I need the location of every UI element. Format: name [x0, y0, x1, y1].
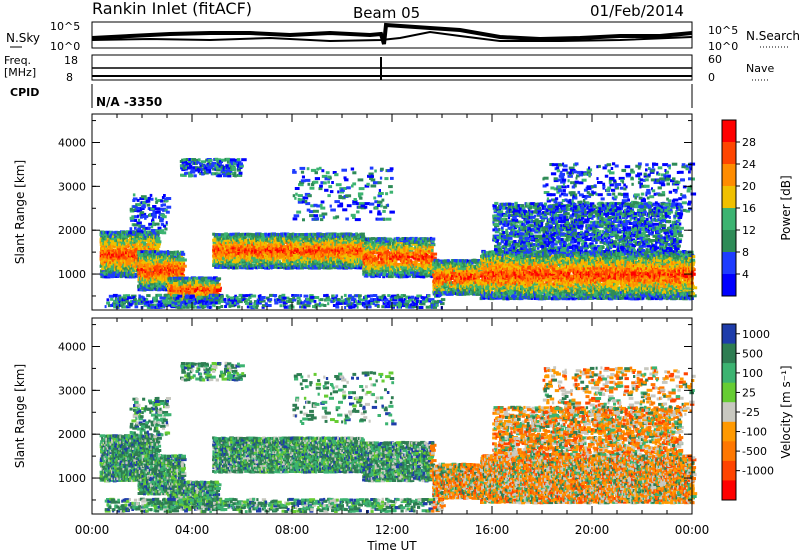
colorbar-tick-label: 500	[742, 347, 763, 360]
beam-label: Beam 05	[353, 4, 420, 22]
x-tick-label: 00:00	[75, 523, 110, 537]
colorbar-swatch	[722, 324, 736, 345]
colorbar-swatch	[722, 142, 736, 165]
colorbar-swatch	[722, 460, 736, 481]
noise-right-tick-bottom: 10^0	[708, 40, 738, 53]
colorbar-tick-label: -25	[742, 406, 760, 419]
y-tick-label-power: 2000	[58, 224, 86, 237]
colorbar-swatch	[722, 363, 736, 384]
x-tick-label: 00:00	[675, 523, 710, 537]
colorbar-swatch	[722, 480, 736, 501]
colorbar-tick-label: 1000	[742, 328, 770, 341]
y-axis-label-power: Slant Range [km]	[13, 160, 27, 264]
noise-left-tick-bottom: 10^0	[50, 40, 80, 53]
x-tick-label: 20:00	[575, 523, 610, 537]
station-title: Rankin Inlet (fitACF)	[92, 0, 252, 18]
colorbar-tick-label: 8	[742, 246, 749, 259]
colorbar-swatch	[722, 186, 736, 209]
colorbar-tick-label: 12	[742, 224, 756, 237]
nave-tick-top: 60	[708, 53, 722, 66]
colorbar-label-velocity: Velocity [m s⁻¹]	[779, 365, 793, 458]
colorbar-swatch	[722, 120, 736, 143]
freq-tick-bottom: 8	[66, 71, 73, 84]
x-tick-label: 04:00	[175, 523, 210, 537]
y-tick-label-power: 4000	[58, 137, 86, 150]
colorbar-swatch	[722, 230, 736, 253]
x-axis-label: Time UT	[366, 539, 417, 553]
colorbar-velocity: 1000 500 100 25 -25 -100 -500 -1000 Velocity [m …	[721, 323, 793, 501]
colorbar-tick-label: -500	[742, 445, 767, 458]
colorbar-swatch	[722, 421, 736, 442]
x-tick-label: 16:00	[475, 523, 510, 537]
colorbar-swatch	[722, 402, 736, 423]
colorbar-swatch	[722, 343, 736, 364]
noise-left-label: N.Sky	[6, 31, 40, 45]
freq-label: Freq.	[4, 54, 31, 67]
date-label: 01/Feb/2014	[590, 2, 684, 20]
freq-unit-label: [MHz]	[4, 66, 36, 79]
echo-field-velocity	[99, 361, 698, 514]
x-tick-label: 12:00	[375, 523, 410, 537]
colorbar-swatch	[722, 252, 736, 275]
colorbar-swatch	[722, 274, 736, 297]
time-axis: 00:00 04:00 08:00 12:00 16:00 20:00 00:00 Time …	[75, 523, 710, 553]
y-tick-label-velocity: 2000	[58, 428, 86, 441]
y-tick-label-velocity: 3000	[58, 384, 86, 397]
noise-search-trace	[91, 30, 693, 43]
colorbar-tick-label: -1000	[742, 465, 774, 478]
y-tick-label-power: 1000	[58, 268, 86, 281]
echo-field-power	[99, 157, 698, 310]
x-tick-label: 08:00	[275, 523, 310, 537]
colorbar-swatch	[722, 441, 736, 462]
y-tick-label-velocity: 1000	[58, 472, 86, 485]
colorbar-tick-label: 20	[742, 180, 756, 193]
colorbar-swatch	[722, 208, 736, 231]
cpid-value: N/A -3350	[96, 95, 162, 109]
noise-right-tick-top: 10^5	[708, 24, 738, 37]
colorbar-label-power: Power [dB]	[779, 175, 793, 240]
colorbar-tick-label: 24	[742, 158, 756, 171]
colorbar-tick-label: 28	[742, 136, 756, 149]
y-axis-label-velocity: Slant Range [km]	[13, 364, 27, 468]
y-tick-label-power: 3000	[58, 180, 86, 193]
power-panel: 1000 2000 3000 4000 Slant Range [km] 28 24 20 16…	[13, 113, 793, 311]
colorbar-tick-label: 100	[742, 367, 763, 380]
colorbar-swatch	[722, 382, 736, 403]
colorbar-tick-label: -100	[742, 426, 767, 439]
colorbar-tick-label: 4	[742, 268, 749, 281]
nave-label: Nave	[746, 62, 774, 75]
cpid-label: CPID	[10, 86, 39, 99]
noise-right-label: N.Search	[746, 29, 800, 43]
freq-tick-top: 18	[64, 54, 78, 67]
noise-sky-trace	[91, 22, 693, 45]
colorbar-power: 28 24 20 16 12 8 4 Power [dB]	[721, 119, 793, 297]
colorbar-tick-label: 16	[742, 202, 756, 215]
nave-tick-bottom: 0	[708, 71, 715, 84]
colorbar-tick-label: 25	[742, 386, 756, 399]
colorbar-swatch	[722, 164, 736, 187]
noise-left-tick-top: 10^5	[50, 20, 80, 33]
y-tick-label-velocity: 4000	[58, 341, 86, 354]
